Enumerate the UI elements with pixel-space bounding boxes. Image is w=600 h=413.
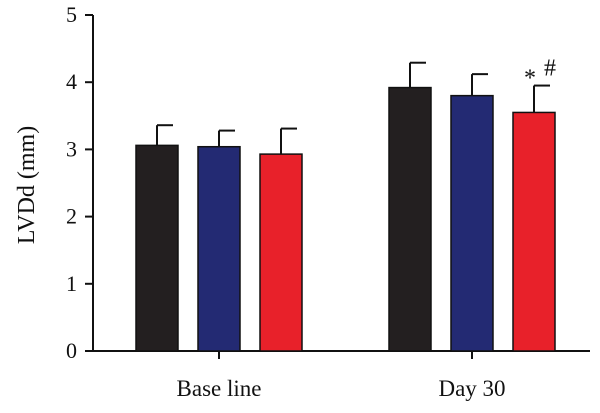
x-axis: Base line Day 30 (93, 350, 590, 401)
bar (259, 153, 303, 352)
bar (388, 86, 432, 352)
significance-marker: * (524, 66, 536, 92)
y-axis: 0 1 2 3 4 5 (66, 2, 94, 363)
y-tick-label: 3 (66, 136, 77, 161)
bar (135, 144, 179, 352)
y-axis-title: LVDd (mm) (14, 126, 40, 244)
y-tick-label: 4 (66, 69, 77, 94)
error-bars-group (156, 61, 550, 155)
y-tick-label: 0 (66, 338, 77, 363)
y-tick-label: 1 (66, 271, 77, 296)
y-tick-label: 2 (66, 204, 77, 229)
bars-group (135, 86, 556, 352)
bar (197, 145, 241, 352)
annotations-group: * # (524, 56, 556, 92)
x-tick-label: Day 30 (438, 376, 505, 401)
x-tick-label: Base line (177, 376, 262, 401)
bar (512, 111, 556, 352)
y-tick-label: 5 (66, 2, 77, 27)
bar (450, 94, 494, 352)
significance-superscript: # (544, 56, 556, 82)
